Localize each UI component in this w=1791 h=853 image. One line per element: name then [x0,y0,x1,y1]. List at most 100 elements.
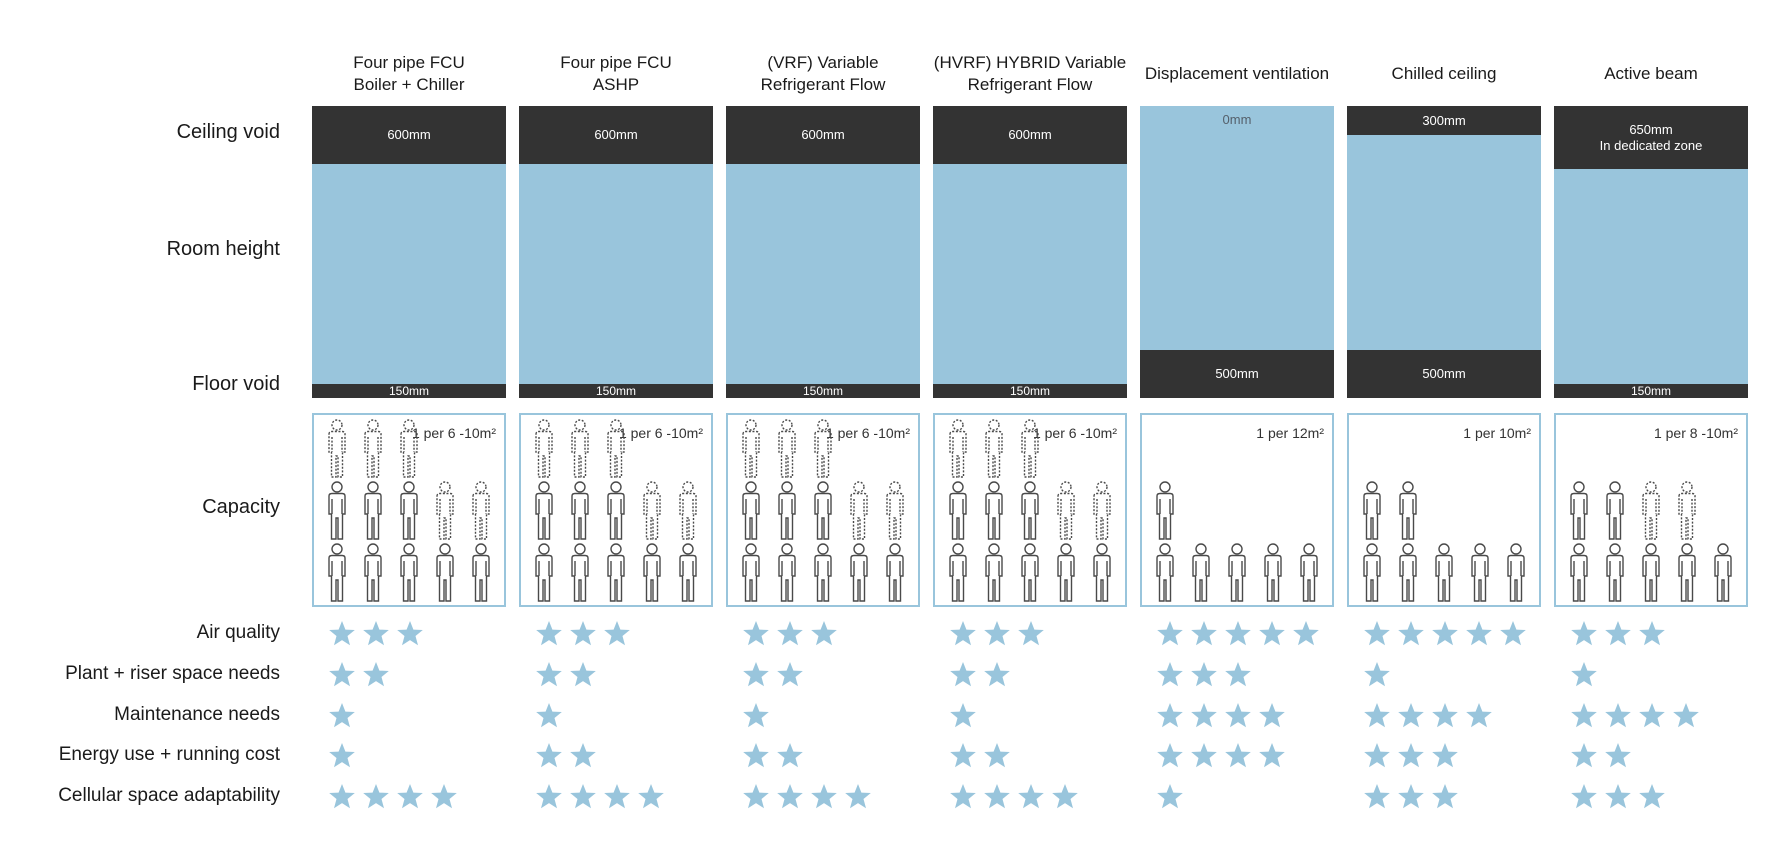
star-icon [1571,743,1597,768]
person-icon [1021,543,1039,602]
star-icon [743,784,769,809]
capacity-label: 1 per 6 -10m² [1032,425,1117,441]
star-icon [984,662,1010,687]
row-label-energy: Energy use + running cost [58,744,280,765]
person-icon [1678,543,1696,602]
air-quality-rating [1156,620,1320,648]
star-icon [604,784,630,809]
star-icon [984,784,1010,809]
star-icon [1466,703,1492,728]
star-icon [1639,621,1665,646]
maintenance-rating [1570,702,1700,730]
capacity-label: 1 per 8 -10m² [1653,425,1738,441]
star-icon [1191,703,1217,728]
person-icon [1156,543,1174,602]
ceiling-void-bar: 600mm [933,106,1127,164]
floor-void-label: 150mm [595,384,636,398]
air-quality-rating [535,620,631,648]
star-icon [1157,784,1183,809]
person-dashed-icon [1642,481,1660,540]
star-icon [329,662,355,687]
star-icon [570,743,596,768]
section-diagram: 650mm In dedicated zone 150mm [1554,106,1748,398]
column-header: Chilled ceiling [1346,50,1542,98]
cellular-rating [535,783,665,811]
maintenance-rating [949,702,977,730]
air-quality-rating [949,620,1045,648]
star-icon [1432,703,1458,728]
star-icon [743,703,769,728]
star-icon [984,743,1010,768]
person-icon [1192,543,1210,602]
air-quality-rating [742,620,838,648]
energy-rating [1363,742,1459,770]
star-icon [1571,662,1597,687]
person-icon [1156,481,1174,540]
star-icon [984,621,1010,646]
person-dashed-icon [742,419,760,478]
floor-void-label: 150mm [1009,384,1050,398]
row-label-room-height: Room height [166,238,280,260]
person-icon [328,543,346,602]
star-icon [1191,662,1217,687]
star-icon [1018,784,1044,809]
plant-riser-rating [535,661,597,689]
person-dashed-icon [535,419,553,478]
person-icon [607,543,625,602]
section-diagram: 600mm 150mm [312,106,506,398]
star-icon [1398,784,1424,809]
star-icon [777,621,803,646]
star-icon [1364,784,1390,809]
row-label-floor-void: Floor void [192,373,280,395]
person-icon [1507,543,1525,602]
column-header: Active beam [1553,50,1749,98]
maintenance-rating [328,702,356,730]
star-icon [1157,743,1183,768]
header-line-1: (HVRF) HYBRID Variable [933,53,1127,72]
column-header: Four pipe FCU Boiler + Chiller [311,50,507,98]
person-dashed-icon [436,481,454,540]
person-icon [571,543,589,602]
ceiling-void-label: 0mm [1222,112,1252,127]
star-icon [536,621,562,646]
star-icon [536,784,562,809]
person-dashed-icon [985,419,1003,478]
ceiling-void-note: In dedicated zone [1599,137,1703,153]
star-icon [1259,621,1285,646]
cellular-rating [1570,783,1666,811]
header-line-2: Refrigerant Flow [760,75,886,94]
star-icon [536,662,562,687]
row-label-cellular: Cellular space adaptability [58,785,280,806]
star-icon [1052,784,1078,809]
person-icon [1471,543,1489,602]
column-header: (VRF) Variable Refrigerant Flow [725,50,921,98]
row-label-capacity: Capacity [202,496,280,518]
person-icon [949,543,967,602]
header-line-2: Boiler + Chiller [353,75,465,94]
star-icon [811,621,837,646]
energy-rating [742,742,804,770]
capacity-box: 1 per 6 -10m² [312,413,506,607]
star-icon [1364,703,1390,728]
star-icon [743,621,769,646]
floor-void-label: 500mm [1422,366,1466,381]
star-icon [363,662,389,687]
star-icon [1639,703,1665,728]
star-icon [329,621,355,646]
person-dashed-icon [679,481,697,540]
maintenance-rating [535,702,563,730]
plant-riser-rating [1156,661,1252,689]
capacity-label: 1 per 10m² [1463,425,1531,441]
star-icon [397,784,423,809]
star-icon [950,621,976,646]
ceiling-void-label: 600mm [1008,127,1052,142]
star-icon [1225,662,1251,687]
star-icon [638,784,664,809]
plant-riser-rating [949,661,1011,689]
ceiling-void-label: 600mm [387,127,431,142]
plant-riser-rating [1363,661,1391,689]
star-icon [1398,621,1424,646]
person-icon [679,543,697,602]
person-icon [985,543,1003,602]
ceiling-void-bar: 650mm In dedicated zone [1554,106,1748,169]
